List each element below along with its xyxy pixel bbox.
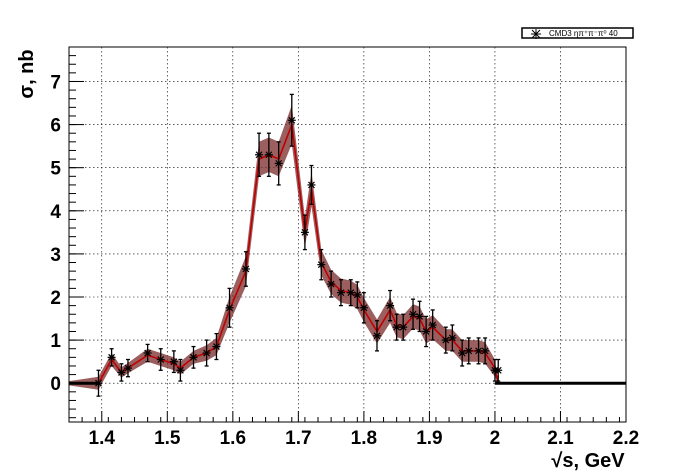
data-point bbox=[372, 320, 381, 352]
data-point bbox=[359, 292, 368, 324]
y-tick-label: 0 bbox=[50, 374, 61, 395]
data-point bbox=[143, 343, 152, 363]
y-tick-label: 1 bbox=[50, 331, 61, 352]
data-point bbox=[156, 348, 165, 371]
data-point bbox=[274, 141, 283, 186]
data-point bbox=[169, 350, 178, 374]
y-tick-label: 4 bbox=[50, 202, 61, 223]
data-point bbox=[428, 309, 437, 341]
data-point bbox=[458, 339, 467, 367]
y-tick-label: 2 bbox=[50, 288, 61, 309]
data-points bbox=[94, 93, 503, 397]
data-point bbox=[307, 164, 316, 205]
data-point bbox=[441, 326, 450, 354]
x-tick-label: 1.9 bbox=[416, 428, 442, 449]
data-point bbox=[448, 324, 457, 352]
x-tick-label: 1.5 bbox=[154, 428, 181, 449]
data-point bbox=[225, 287, 234, 328]
y-tick-label: 6 bbox=[50, 116, 61, 137]
data-point bbox=[212, 332, 221, 361]
legend-box bbox=[521, 27, 634, 39]
y-tick-label: 3 bbox=[50, 245, 61, 266]
data-point bbox=[336, 279, 345, 307]
x-tick-label: 1.7 bbox=[285, 428, 311, 449]
axes: 1.4 1.5 1.6 1.7 1.8 1.9 2 2.1 2.2 0 1 2 3 4 5 6 7 bbox=[50, 46, 639, 449]
data-point bbox=[415, 300, 424, 333]
y-tick-label: 7 bbox=[50, 72, 61, 93]
data-point bbox=[123, 358, 132, 378]
y-tick-label: 5 bbox=[50, 159, 61, 180]
data-point bbox=[399, 313, 408, 341]
data-point bbox=[494, 358, 503, 382]
legend: CMD3 ηπ⁺π⁻π⁰ 40 bbox=[521, 27, 634, 39]
data-point bbox=[117, 363, 126, 382]
x-tick-label: 2.1 bbox=[547, 428, 574, 449]
data-point bbox=[176, 358, 185, 382]
x-tick-label: 2.2 bbox=[613, 428, 639, 449]
data-point bbox=[422, 315, 431, 348]
x-tick-label: 2 bbox=[490, 428, 501, 449]
data-point bbox=[94, 369, 103, 397]
legend-label: CMD3 ηπ⁺π⁻π⁰ 40 bbox=[549, 29, 618, 38]
data-point bbox=[353, 281, 362, 309]
data-point bbox=[464, 337, 473, 365]
y-axis-title: σ, nb bbox=[16, 49, 38, 98]
data-point bbox=[392, 313, 401, 341]
plot-frame bbox=[68, 46, 627, 423]
data-point bbox=[317, 248, 326, 281]
data-point bbox=[107, 348, 116, 367]
data-point bbox=[409, 298, 418, 330]
legend-marker bbox=[531, 29, 541, 39]
data-point bbox=[255, 132, 264, 177]
x-tick-label: 1.8 bbox=[351, 428, 377, 449]
data-point bbox=[202, 339, 211, 367]
data-point bbox=[264, 132, 273, 177]
data-point bbox=[346, 279, 355, 307]
data-point bbox=[189, 345, 198, 369]
data-point bbox=[481, 337, 490, 365]
data-point bbox=[386, 289, 395, 322]
data-point bbox=[327, 270, 336, 298]
x-tick-label: 1.6 bbox=[220, 428, 246, 449]
x-tick-label: 1.4 bbox=[89, 428, 116, 449]
data-point bbox=[287, 93, 296, 147]
data-point bbox=[300, 214, 309, 251]
x-axis-title: √s, GeV bbox=[551, 450, 625, 472]
data-point bbox=[241, 251, 250, 287]
